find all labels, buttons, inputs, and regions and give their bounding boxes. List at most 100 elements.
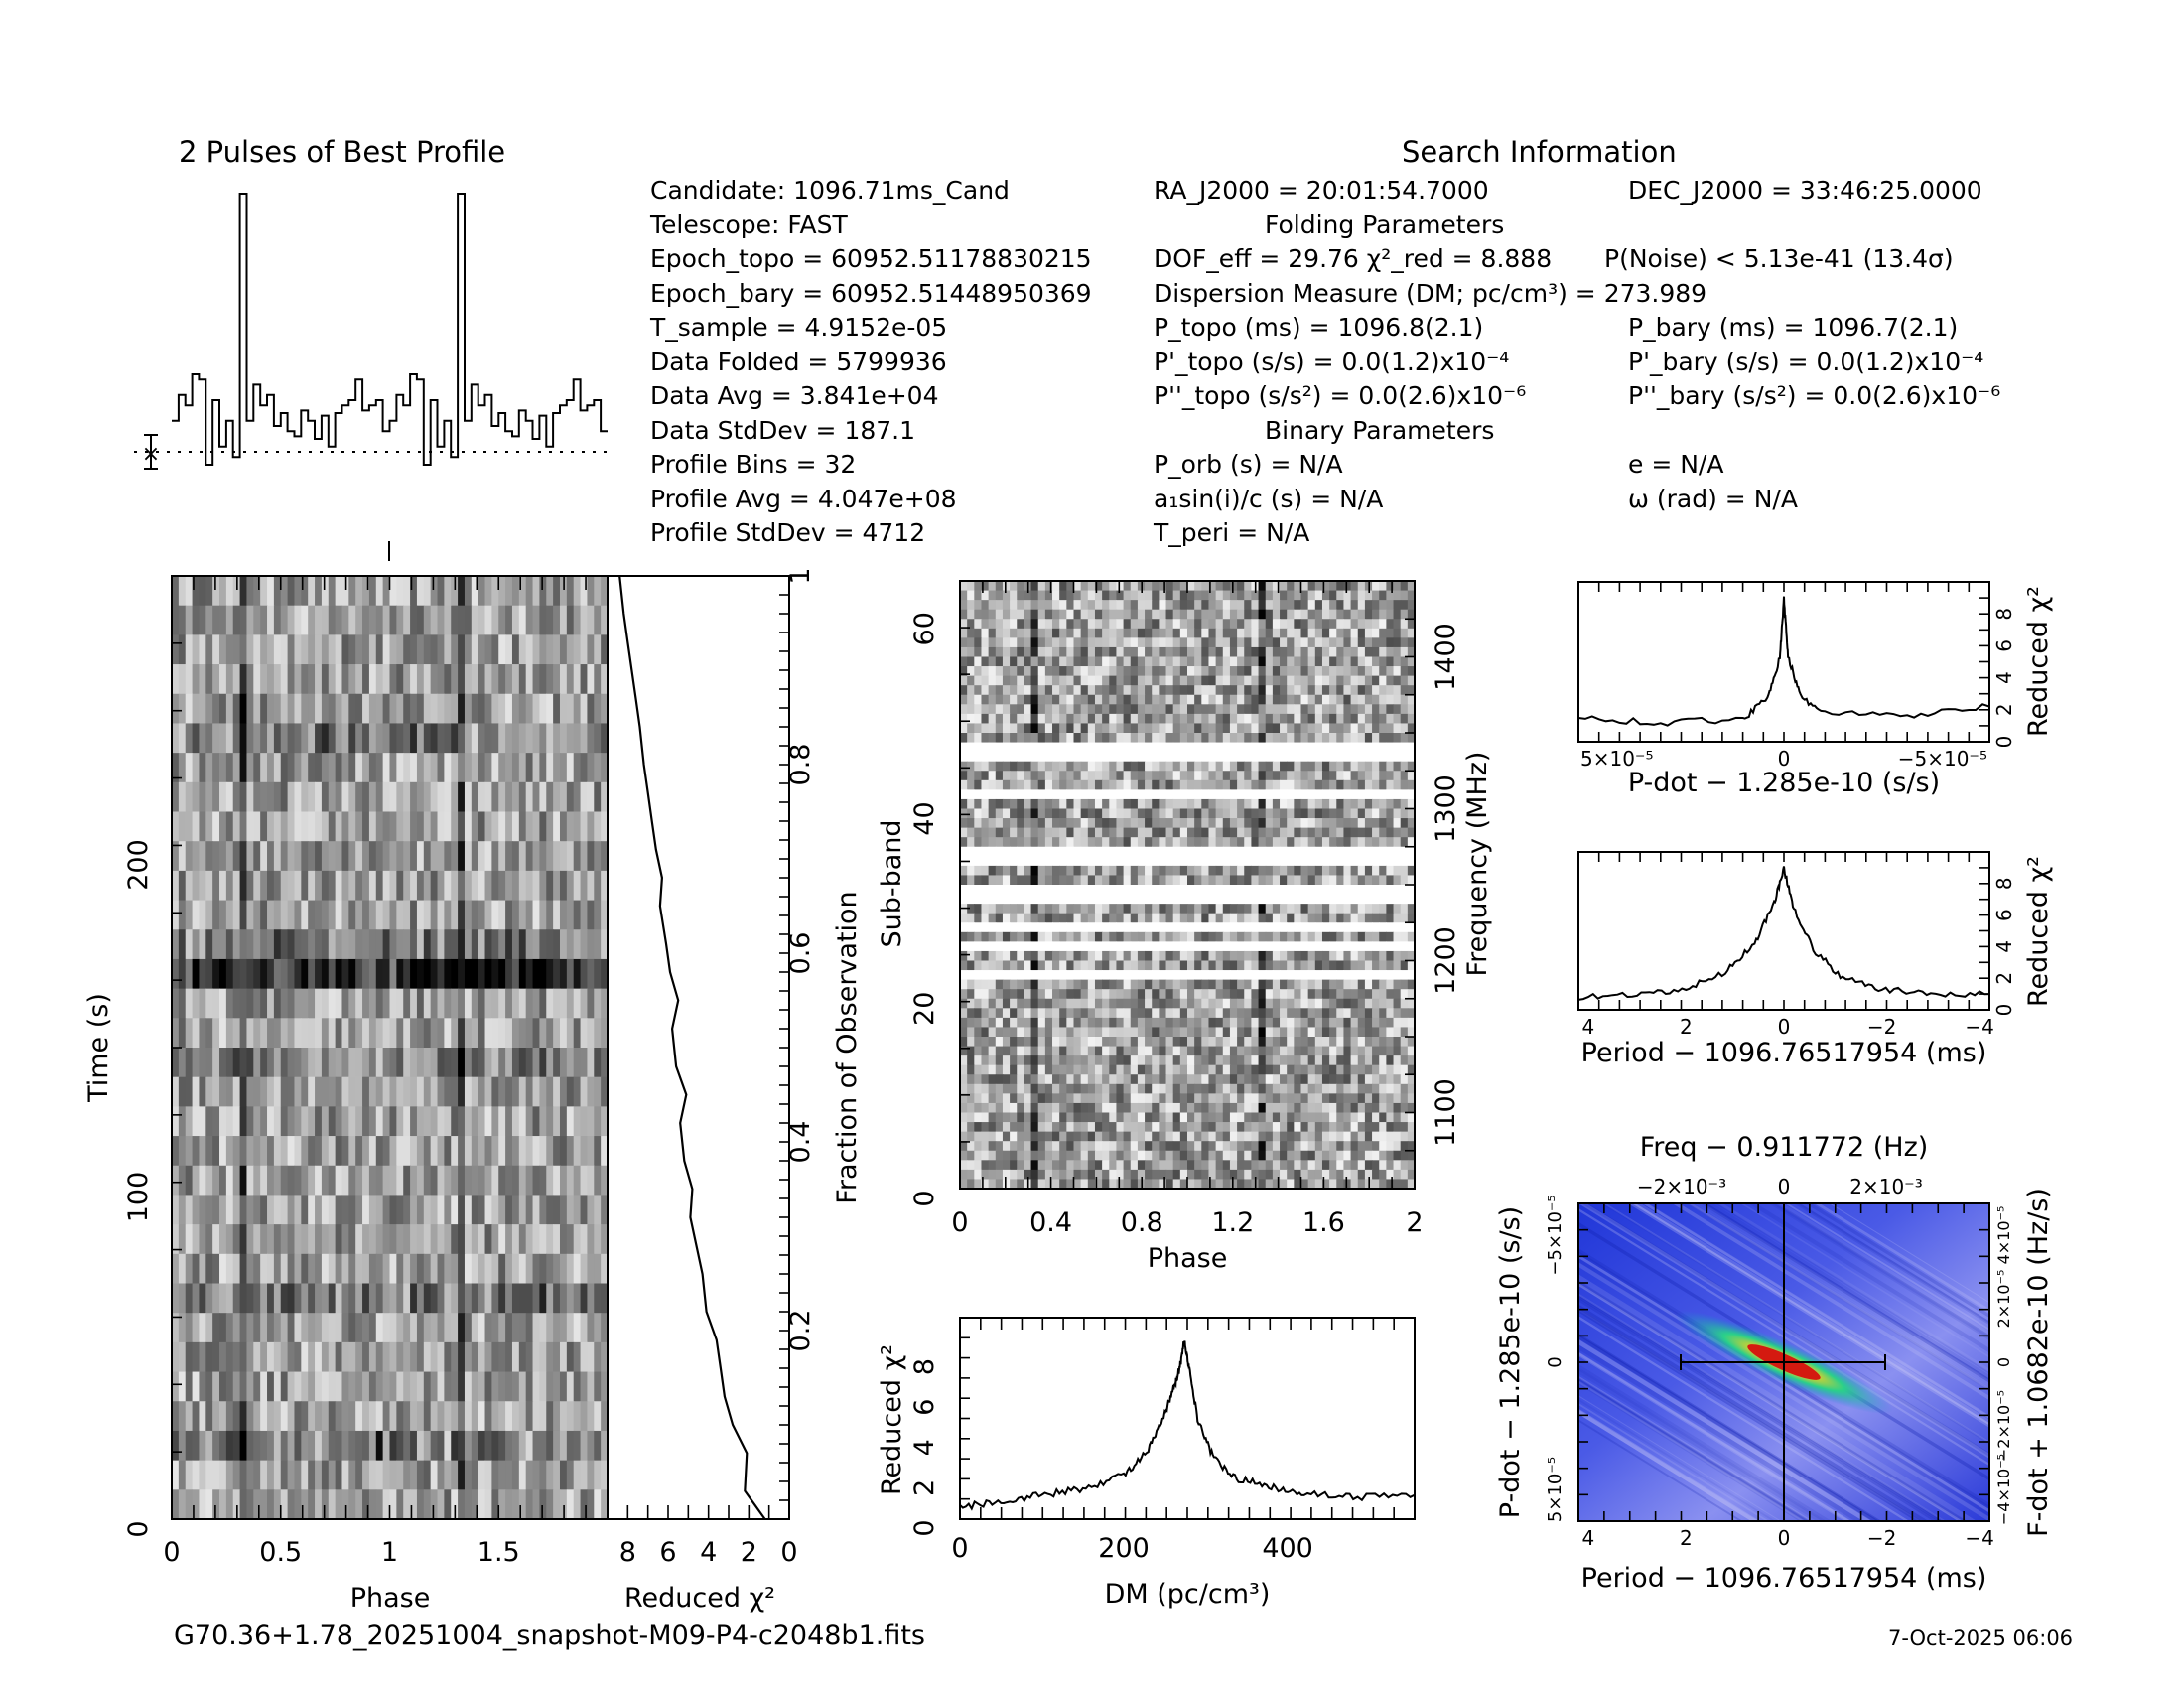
time-phase-cell (546, 1489, 554, 1520)
subband-cell (1102, 941, 1110, 952)
subband-cell (981, 694, 990, 705)
time-phase-cell (601, 781, 609, 813)
time-phase-cell (192, 1460, 201, 1490)
time-phase-cell (410, 841, 418, 872)
time-phase-cell (423, 1401, 432, 1432)
subband-cell (1194, 600, 1202, 611)
time-phase-cell (328, 664, 337, 695)
subband-cell (1300, 1008, 1309, 1019)
time-phase-cell (273, 1489, 282, 1520)
time-phase-cell (335, 1283, 343, 1314)
subband-cell (1024, 827, 1032, 838)
time-phase-cell (199, 664, 206, 695)
time-phase-cell (518, 1341, 527, 1373)
time-phase-cell (375, 1136, 384, 1167)
time-phase-cell (382, 576, 391, 607)
time-phase-cell (594, 841, 602, 872)
subband-cell (1073, 656, 1082, 667)
time-phase-cell (416, 929, 425, 960)
subband-cell (1080, 894, 1089, 905)
subband-cell (974, 713, 983, 725)
subband-cell (995, 950, 1004, 962)
subband-cell (1314, 856, 1323, 867)
subband-cell (1300, 979, 1309, 990)
time-phase-cell (580, 900, 589, 930)
subband-cell (988, 779, 997, 790)
time-phase-cell (280, 988, 289, 1019)
time-phase-cell (511, 900, 520, 930)
subband-cell (1010, 600, 1018, 611)
subband-cell (1364, 609, 1373, 620)
subband-cell (1300, 846, 1309, 857)
subband-cell (1159, 894, 1167, 905)
time-phase-cell (328, 1283, 337, 1314)
subband-cell (988, 894, 997, 905)
subband-cell (1109, 989, 1118, 1000)
time-phase-cell (199, 1371, 206, 1402)
time-phase-cell (511, 664, 520, 695)
subband-cell (1017, 998, 1025, 1009)
subband-cell (1145, 704, 1153, 715)
subband-cell (1059, 656, 1067, 667)
subband-cell (995, 779, 1004, 790)
subband-cell (1116, 704, 1125, 715)
subband-cell (1336, 628, 1345, 638)
subband-cell (1294, 846, 1302, 857)
time-phase-cell (498, 576, 506, 607)
subband-cell (1109, 752, 1118, 763)
subband-cell (1010, 989, 1018, 1000)
subband-cell (981, 931, 990, 942)
time-phase-cell (301, 1048, 309, 1078)
time-phase-cell (539, 929, 547, 960)
time-phase-cell (368, 1165, 377, 1196)
time-phase-cell (389, 1195, 397, 1225)
subband-cell (1152, 581, 1160, 592)
subband-cell (1010, 742, 1018, 753)
time-phase-cell (444, 958, 452, 990)
time-phase-cell (484, 958, 492, 990)
time-phase-cell (273, 1430, 282, 1462)
time-phase-cell (505, 929, 513, 960)
subband-cell (1336, 979, 1345, 990)
time-phase-cell (389, 1224, 397, 1255)
subband-cell (1017, 931, 1025, 942)
time-phase-cell (315, 664, 323, 695)
subband-cell (1307, 827, 1316, 838)
time-phase-cell (225, 1313, 234, 1343)
time-phase-cell (273, 988, 282, 1019)
time-phase-cell (273, 753, 282, 783)
time-phase-cell (375, 870, 384, 902)
subband-cell (1123, 970, 1132, 981)
subband-cell (967, 1008, 975, 1019)
subband-cell (1052, 590, 1060, 601)
time-phase-cell (491, 576, 499, 607)
time-phase-cell (328, 900, 337, 930)
subband-cell (1258, 941, 1267, 952)
subband-cell (981, 1017, 990, 1029)
time-phase-cell (484, 781, 492, 813)
time-phase-cell (511, 1460, 520, 1490)
subband-cell (1010, 894, 1018, 905)
time-phase-cell (416, 811, 425, 842)
subband-cell (988, 581, 997, 592)
subband-cell (1059, 609, 1067, 620)
time-phase-cell (430, 811, 439, 842)
time-phase-cell (225, 1224, 234, 1255)
time-phase-cell (362, 605, 370, 635)
subband-cell (1272, 875, 1281, 886)
time-phase-cell (308, 900, 316, 930)
time-phase-cell (525, 1341, 534, 1373)
time-phase-cell (253, 634, 261, 665)
subband-cell (1258, 771, 1267, 781)
subband-cell (1407, 733, 1416, 744)
time-phase-cell (546, 1165, 554, 1196)
subband-cell (995, 941, 1004, 952)
time-phase-cell (416, 988, 425, 1019)
time-phase-cell (192, 605, 201, 635)
subband-cell (1044, 798, 1053, 810)
subband-cell (1215, 818, 1224, 829)
time-phase-cell (348, 988, 356, 1019)
time-phase-cell (573, 1283, 582, 1314)
time-phase-cell (451, 723, 459, 754)
time-phase-cell (308, 1048, 316, 1078)
